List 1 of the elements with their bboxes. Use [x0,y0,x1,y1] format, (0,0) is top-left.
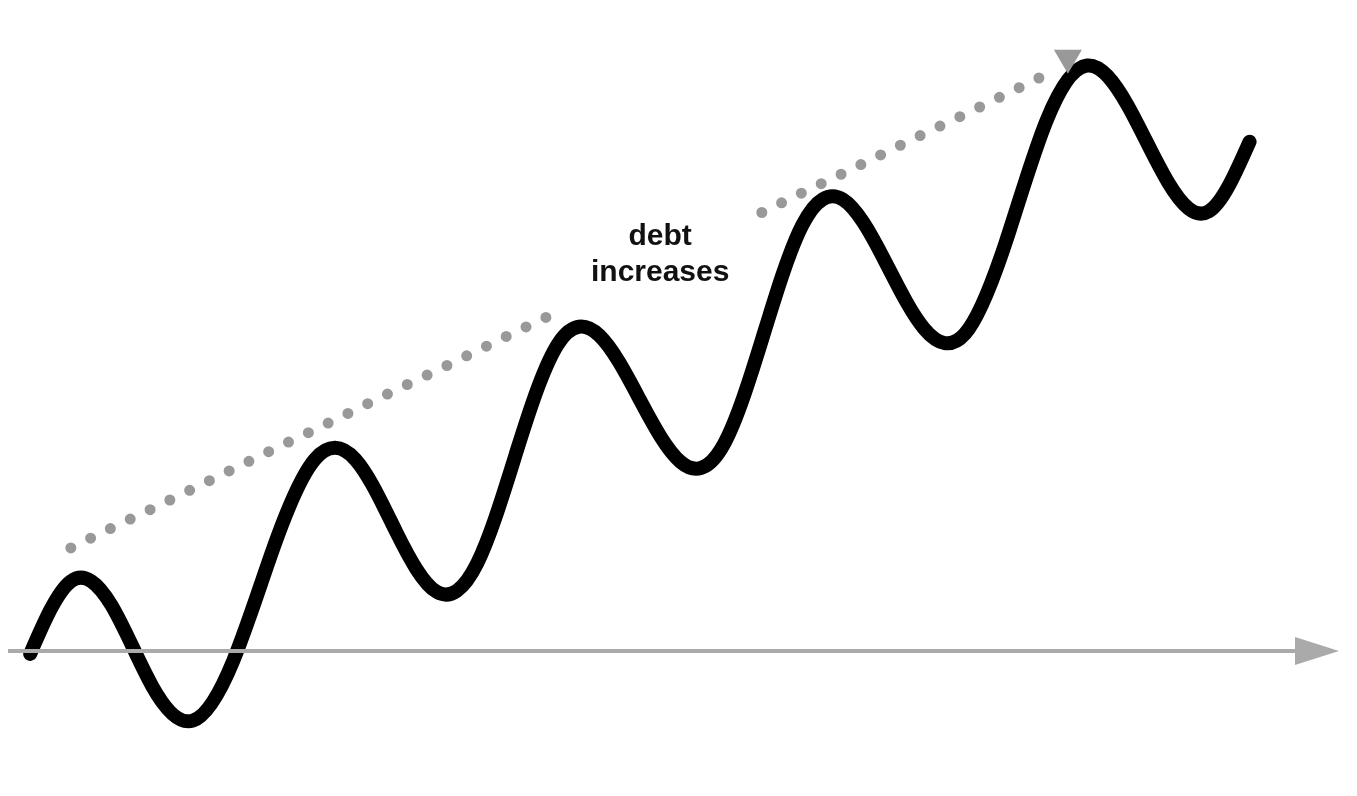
annotation: debt increases [589,216,731,289]
